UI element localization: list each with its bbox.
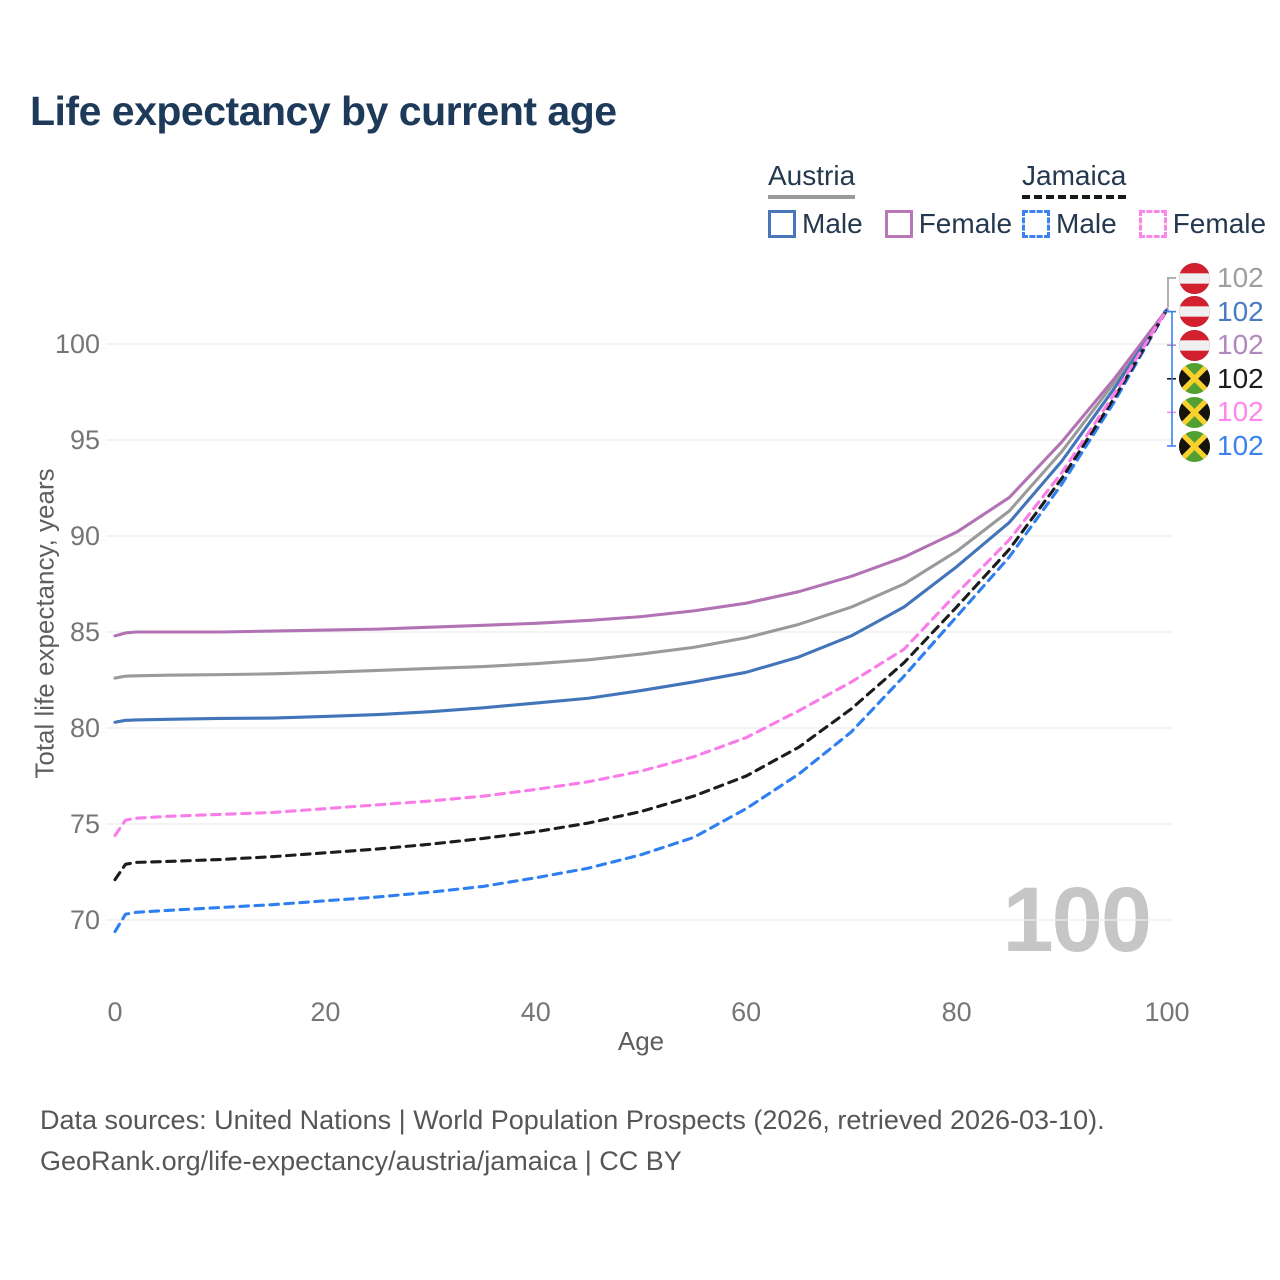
jamaica-female-label: Female	[1172, 208, 1267, 239]
series-line-austria	[113, 307, 1169, 680]
end-label-jamaica-male: 102	[1179, 429, 1264, 463]
legend-item-austria-female[interactable]: Female	[884, 208, 1013, 240]
jamaica-female-swatch	[1138, 210, 1167, 238]
y-tick-label-80: 80	[69, 713, 100, 743]
end-label-austria: 102	[1178, 261, 1264, 295]
legend-austria-line-swatch	[768, 195, 856, 199]
legend-item-austria-male[interactable]: Male	[768, 208, 863, 240]
y-tick-label-70: 70	[69, 905, 100, 935]
series-line-austria-male	[113, 307, 1169, 724]
x-tick-label-40: 40	[520, 997, 551, 1027]
austria-flag-icon	[1178, 329, 1211, 361]
footer-sources: Data sources: United Nations | World Pop…	[40, 1105, 1105, 1135]
x-tick-label-100: 100	[1144, 997, 1190, 1027]
legend-group-jamaica: Jamaica Male Female	[1022, 160, 1266, 240]
end-label-value: 102	[1217, 430, 1264, 461]
end-label-value: 102	[1217, 295, 1264, 327]
y-tick-label-85: 85	[69, 617, 100, 647]
x-tick-label-60: 60	[731, 997, 762, 1027]
jamaica-flag-icon	[1179, 430, 1210, 462]
footer: Data sources: United Nations | World Pop…	[40, 1100, 1105, 1182]
jamaica-flag-icon	[1179, 363, 1210, 395]
x-tick-label-0: 0	[107, 997, 123, 1027]
series-line-jamaica-male	[113, 307, 1169, 934]
austria-male-swatch	[768, 210, 796, 238]
legend-jamaica-label: Jamaica	[1022, 160, 1127, 191]
y-tick-label-95: 95	[69, 425, 100, 455]
end-label-jamaica: 102	[1179, 362, 1264, 396]
y-axis-title: Total life expectancy, years	[29, 468, 60, 779]
x-tick-label-80: 80	[941, 997, 972, 1027]
austria-female-swatch	[884, 210, 913, 238]
footer-attribution: GeoRank.org/life-expectancy/austria/jama…	[40, 1146, 682, 1176]
legend-item-jamaica-male[interactable]: Male	[1022, 208, 1117, 240]
series-line-jamaica	[113, 307, 1169, 882]
series-line-austria-female	[113, 307, 1169, 638]
end-label-austria-female: 102	[1178, 328, 1264, 362]
end-label-value: 102	[1217, 396, 1264, 428]
series-line-jamaica-female	[113, 307, 1169, 838]
end-label-value: 102	[1217, 362, 1264, 394]
end-label-value: 102	[1217, 329, 1264, 361]
end-label-jamaica-female: 102	[1179, 395, 1264, 429]
austria-flag-icon	[1178, 262, 1211, 294]
y-tick-label-90: 90	[69, 521, 100, 551]
end-label-value: 102	[1217, 262, 1264, 293]
jamaica-male-label: Male	[1056, 208, 1117, 239]
austria-male-label: Male	[802, 208, 863, 239]
legend-austria-label: Austria	[768, 160, 856, 191]
end-label-austria-male: 102	[1178, 295, 1264, 329]
legend-jamaica-line-swatch	[1022, 195, 1127, 199]
legend-group-austria: Austria Male Female	[768, 160, 1034, 240]
legend-item-jamaica-female[interactable]: Female	[1138, 208, 1267, 240]
x-tick-label-20: 20	[310, 997, 341, 1027]
austria-female-label: Female	[918, 208, 1013, 239]
austria-flag-icon	[1178, 296, 1211, 328]
y-tick-label-75: 75	[69, 809, 100, 839]
x-axis-title: Age	[617, 1026, 665, 1056]
current-age-watermark: 100	[1002, 869, 1152, 971]
jamaica-male-swatch	[1022, 210, 1050, 238]
y-tick-label-100: 100	[54, 329, 100, 359]
jamaica-flag-icon	[1179, 396, 1210, 428]
page-title: Life expectancy by current age	[30, 88, 617, 134]
